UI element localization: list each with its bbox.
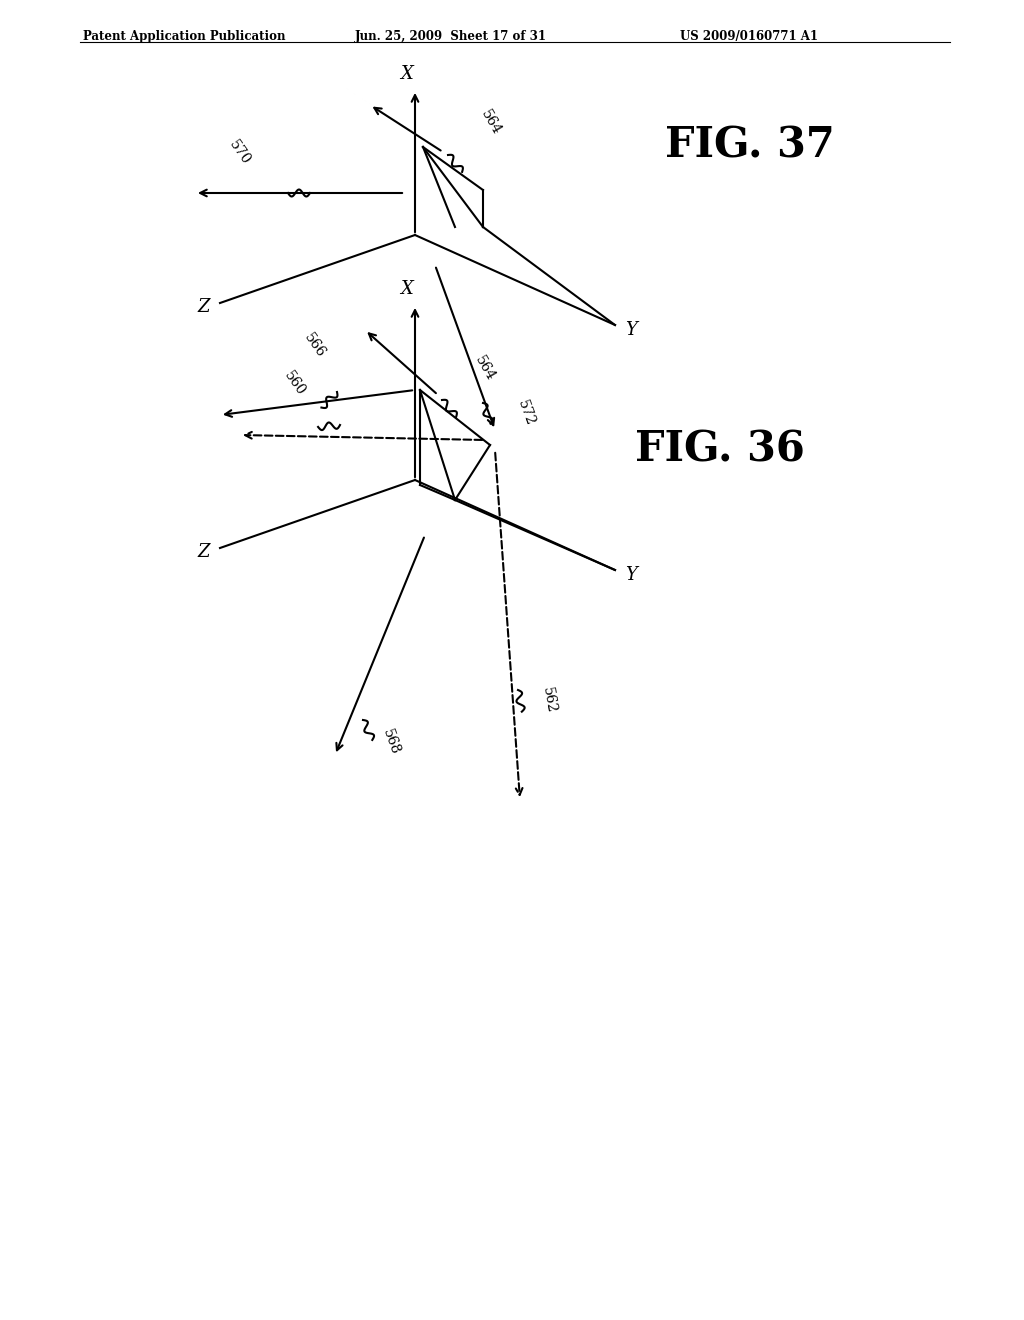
Text: FIG. 37: FIG. 37 xyxy=(666,124,835,166)
Text: 564: 564 xyxy=(472,352,498,383)
Text: 560: 560 xyxy=(282,368,308,399)
Text: 562: 562 xyxy=(540,686,558,714)
Text: Z: Z xyxy=(198,543,210,561)
Text: Patent Application Publication: Patent Application Publication xyxy=(83,30,286,44)
Text: 568: 568 xyxy=(380,727,402,756)
Text: X: X xyxy=(400,65,414,83)
Text: Z: Z xyxy=(198,298,210,315)
Text: X: X xyxy=(400,280,414,298)
Text: Y: Y xyxy=(625,566,637,583)
Text: 572: 572 xyxy=(515,399,538,428)
Text: 566: 566 xyxy=(302,330,329,360)
Text: Y: Y xyxy=(625,321,637,339)
Text: US 2009/0160771 A1: US 2009/0160771 A1 xyxy=(680,30,818,44)
Text: 564: 564 xyxy=(478,107,504,137)
Text: Jun. 25, 2009  Sheet 17 of 31: Jun. 25, 2009 Sheet 17 of 31 xyxy=(355,30,547,44)
Text: 570: 570 xyxy=(226,137,253,168)
Text: FIG. 36: FIG. 36 xyxy=(635,429,805,471)
